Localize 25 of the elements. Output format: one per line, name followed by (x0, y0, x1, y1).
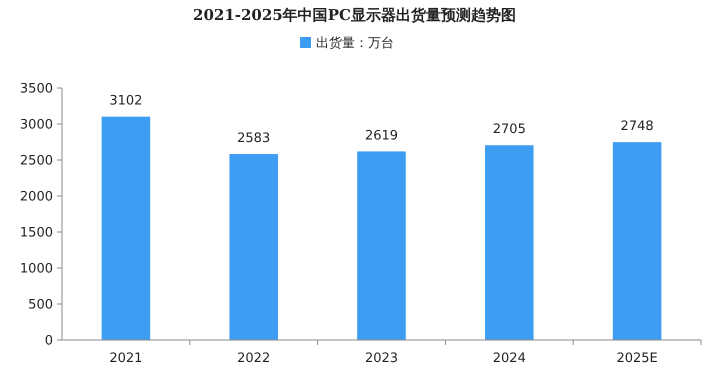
x-tick-label: 2021 (109, 351, 142, 366)
chart-title: 2021-2025年中国PC显示器出货量预测趋势图 (193, 6, 516, 24)
y-tick-label: 1000 (20, 262, 53, 277)
y-tick-label: 0 (44, 334, 53, 349)
x-tick-label: 2023 (364, 351, 398, 366)
legend-label: 出货量：万台 (316, 36, 394, 51)
data-label: 2748 (620, 119, 654, 134)
data-label: 3102 (109, 94, 142, 109)
y-tick-label: 3000 (20, 118, 53, 133)
bar (229, 154, 278, 340)
y-tick-label: 2000 (20, 190, 53, 205)
y-tick-label: 1500 (20, 226, 53, 241)
data-label: 2583 (237, 131, 270, 146)
data-label: 2619 (364, 128, 398, 144)
x-tick-label: 2025E (616, 351, 658, 366)
y-tick-label: 500 (28, 298, 53, 313)
bar (102, 116, 150, 340)
x-tick-label: 2022 (237, 351, 270, 366)
data-label: 2705 (492, 122, 526, 138)
bar (612, 142, 662, 340)
bar (357, 151, 406, 340)
y-tick-label: 3500 (20, 82, 53, 97)
bar (485, 145, 534, 340)
y-tick-label: 2500 (20, 154, 53, 169)
x-tick-label: 2024 (492, 351, 526, 366)
